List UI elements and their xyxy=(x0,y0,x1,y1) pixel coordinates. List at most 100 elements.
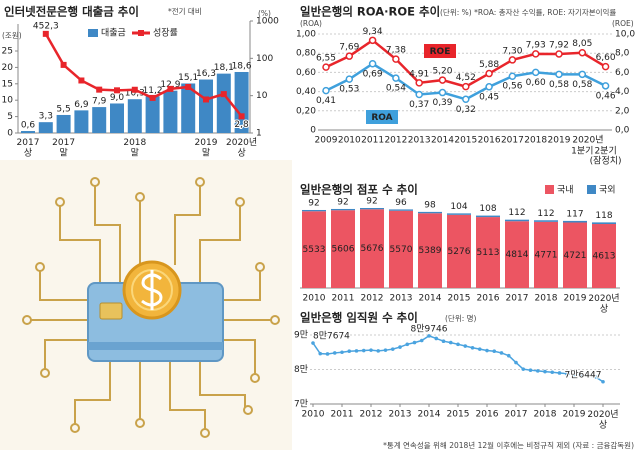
x-tick-label: 2019 xyxy=(563,410,586,420)
data-label: 0,53 xyxy=(339,85,359,95)
legend-label: 대출금 xyxy=(101,28,126,39)
line-marker xyxy=(345,75,354,83)
data-label: 8만9746 xyxy=(411,323,448,334)
y-tick-label: 0,40 xyxy=(296,87,316,97)
line-marker xyxy=(325,352,330,356)
x-tick-label: 2010 xyxy=(338,136,361,146)
line-marker xyxy=(347,349,352,354)
bar-segment xyxy=(447,213,471,215)
line-marker xyxy=(340,350,344,355)
x-tick-label: 2018 말 xyxy=(123,138,146,158)
line-marker xyxy=(149,94,156,101)
data-label: 452,3 xyxy=(33,21,59,31)
line-marker xyxy=(390,347,395,351)
line-marker xyxy=(514,360,518,365)
data-label: 8,05 xyxy=(572,39,592,49)
data-label: 7,38 xyxy=(386,46,406,56)
x-tick-label: 2011 xyxy=(361,136,384,146)
x-tick-label: 2분기 xyxy=(594,146,616,157)
bar-segment xyxy=(592,222,616,225)
line-marker xyxy=(601,62,610,71)
data-label: 104 xyxy=(450,202,467,212)
data-label: 11,2 xyxy=(143,86,163,96)
line-marker xyxy=(531,68,540,77)
line-marker xyxy=(96,86,103,93)
bar-segment xyxy=(331,210,355,288)
x-tick-label: 2017 xyxy=(506,294,529,304)
x-tick-label: 2015 xyxy=(447,410,470,420)
line-marker xyxy=(462,82,470,91)
bar xyxy=(181,83,196,133)
y2-axis-label: (ROE) xyxy=(612,19,634,28)
y2-tick-label: 0,0 xyxy=(615,126,630,136)
line-marker xyxy=(555,50,563,58)
bar xyxy=(74,110,89,133)
y-tick-label: 20 xyxy=(2,63,14,73)
illustration xyxy=(0,160,292,450)
x-tick-label: 2019 xyxy=(564,294,587,304)
x-tick-label: 2019 말 xyxy=(195,138,218,158)
line-marker xyxy=(462,95,470,104)
line-marker xyxy=(579,373,584,377)
line-marker xyxy=(438,88,447,97)
line-marker xyxy=(238,113,245,120)
bar-segment xyxy=(447,214,471,288)
data-label: 10,3 xyxy=(125,89,145,99)
data-label: 0,37 xyxy=(409,100,429,110)
line-marker xyxy=(167,85,174,92)
line-marker xyxy=(508,56,517,64)
data-label: 6,9 xyxy=(74,100,89,110)
line-marker xyxy=(405,342,410,347)
x-tick-label: 2013 xyxy=(408,136,431,146)
y-tick-label: 0,80 xyxy=(296,49,316,59)
data-label: 5,20 xyxy=(432,67,452,77)
data-label: 9,34 xyxy=(363,27,383,37)
data-label: 4721 xyxy=(564,251,587,261)
bar-segment xyxy=(302,211,326,288)
data-label: 8만7674 xyxy=(313,331,350,342)
legend-label: 성장률 xyxy=(153,28,178,39)
x-tick-label: 2014 xyxy=(431,136,454,146)
x-tick-label: 2017 xyxy=(505,410,528,420)
chart-subtitle: (단위: %) *ROA: 총자산 수익률, ROE: 자기자본이익률 xyxy=(440,7,616,17)
bar-segment xyxy=(418,211,442,214)
bar xyxy=(216,73,231,133)
line-marker xyxy=(557,371,562,375)
data-label: 6,60 xyxy=(596,53,616,63)
line-marker xyxy=(485,348,489,353)
bar-segment xyxy=(505,221,529,288)
line-marker xyxy=(322,63,330,71)
line-marker xyxy=(398,345,402,349)
line-marker xyxy=(578,70,587,79)
data-label: 0,54 xyxy=(386,84,406,94)
bar xyxy=(38,122,53,133)
line-marker xyxy=(434,336,439,341)
bar xyxy=(110,103,124,133)
line-marker xyxy=(601,82,610,90)
line-marker xyxy=(506,353,511,358)
chart-title: 일반은행의 ROA·ROE 추이 xyxy=(300,5,440,19)
y2-tick-label: 4,0 xyxy=(615,87,630,97)
line-marker xyxy=(318,351,323,356)
data-label: 5533 xyxy=(303,245,326,255)
data-label: 112 xyxy=(508,208,525,218)
data-label: 92 xyxy=(366,197,377,207)
data-label: 0,6 xyxy=(21,121,36,131)
bar-segment xyxy=(534,221,558,288)
data-label: 5606 xyxy=(332,245,355,255)
y2-tick-label: 6,0 xyxy=(615,68,630,78)
bar xyxy=(21,131,35,133)
bar xyxy=(92,107,107,133)
data-label: 7,93 xyxy=(526,40,546,50)
x-tick-label: 2016 xyxy=(476,410,499,420)
line-marker xyxy=(361,348,366,353)
x-tick-label: 2015 xyxy=(448,294,471,304)
x-tick-label: 2018 xyxy=(535,294,558,304)
y-tick-label: 5 xyxy=(7,112,13,122)
x-tick-label: 2012 xyxy=(361,294,384,304)
data-label: 0,32 xyxy=(456,105,476,115)
data-label: 3,3 xyxy=(39,112,53,122)
chart-title: 일반은행의 점포 수 추이 xyxy=(300,183,418,197)
x-tick-label: 2017 상 xyxy=(17,138,40,158)
x-tick-label: 2014 xyxy=(419,294,442,304)
